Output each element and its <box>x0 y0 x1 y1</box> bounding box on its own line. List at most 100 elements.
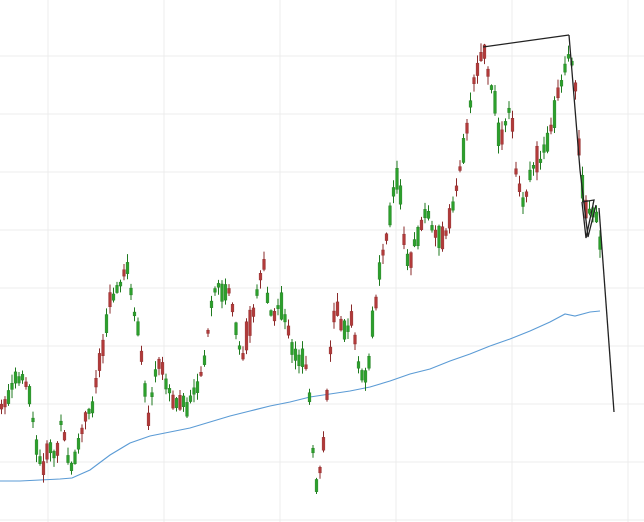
candle-up <box>363 370 368 383</box>
candle-up <box>234 322 238 335</box>
candle-up <box>87 408 91 414</box>
candle-up <box>283 314 287 323</box>
candle-up <box>181 395 186 407</box>
candle-up <box>360 370 364 381</box>
candle-up <box>507 107 511 113</box>
candle-up <box>153 369 158 377</box>
candle-up <box>213 288 217 293</box>
candle-down <box>472 77 476 84</box>
candle-up <box>38 456 42 464</box>
candle-down <box>272 310 277 322</box>
candle-down <box>248 309 252 336</box>
candle-up <box>195 381 200 393</box>
candle-up <box>489 85 494 90</box>
candle-up <box>220 283 224 302</box>
candle-down <box>328 346 333 355</box>
moving-average-line <box>0 310 601 482</box>
candle-up <box>563 63 567 73</box>
candle-up <box>496 122 501 146</box>
candle-down <box>514 168 518 175</box>
candle-down <box>146 412 151 426</box>
candle-up <box>143 383 147 397</box>
candle-down <box>447 208 452 229</box>
candle-up <box>223 284 228 301</box>
candle-down <box>286 325 291 336</box>
candle-up <box>307 392 312 403</box>
candle-down <box>535 145 539 173</box>
candle-up <box>416 227 420 247</box>
candle-down <box>479 52 483 62</box>
candle-up <box>423 209 427 219</box>
candle-down <box>199 371 203 376</box>
candle-down <box>440 226 445 250</box>
candle-up <box>269 310 273 316</box>
candle-up <box>538 158 543 163</box>
candle-up <box>388 205 392 226</box>
candle-up <box>300 348 305 367</box>
candle-up <box>391 187 396 197</box>
candle-down <box>321 437 326 451</box>
drop-line <box>568 34 597 238</box>
candle-down <box>171 394 175 409</box>
candle-up <box>552 100 557 128</box>
candle-up <box>377 262 382 280</box>
candle-up <box>192 387 196 395</box>
candle-up <box>468 100 473 108</box>
candle-down <box>227 288 231 294</box>
candle-down <box>62 432 67 441</box>
candle-down <box>419 219 424 230</box>
candle-up <box>528 169 532 181</box>
candle-up <box>265 292 270 303</box>
candle-down <box>230 304 235 313</box>
candle-down <box>258 273 263 281</box>
candle-up <box>6 390 11 404</box>
candle-up <box>430 225 434 231</box>
candle-up <box>426 211 431 219</box>
candle-up <box>398 185 403 205</box>
candle-up <box>27 386 32 405</box>
candle-up <box>69 462 74 471</box>
candle-down <box>0 403 4 410</box>
candle-up <box>493 91 497 114</box>
candle-up <box>587 208 592 214</box>
candle-up <box>17 376 21 384</box>
candle-up <box>118 281 123 287</box>
candle-down <box>160 362 165 375</box>
candle-down <box>500 129 504 145</box>
candle-up <box>290 342 294 355</box>
candle-up <box>531 165 536 169</box>
candle-down <box>139 350 144 362</box>
candle-down <box>482 44 487 59</box>
candle-up <box>594 211 599 223</box>
candle-down <box>524 191 529 197</box>
candle-down <box>101 339 105 356</box>
candle-down <box>244 321 249 351</box>
candle-down <box>157 358 161 369</box>
top-trendline <box>482 34 570 48</box>
candle-down <box>241 353 245 360</box>
candle-up <box>297 354 301 367</box>
candle-down <box>3 399 7 408</box>
candle-down <box>549 124 553 132</box>
candle-up <box>342 320 347 340</box>
candle-up <box>356 361 361 369</box>
candle-up <box>164 378 168 390</box>
candle-up <box>255 289 259 296</box>
candle-down <box>45 443 49 460</box>
candle-down <box>178 395 182 410</box>
candle-down <box>353 334 357 345</box>
candle-up <box>174 398 179 408</box>
candle-down <box>486 68 490 77</box>
candle-down <box>454 185 459 191</box>
candle-down <box>97 353 102 371</box>
candle-up <box>545 132 550 152</box>
candle-up <box>216 283 221 288</box>
candle-down <box>108 292 112 308</box>
candle-down <box>433 229 438 238</box>
candle-down <box>262 259 266 270</box>
candle-up <box>461 138 466 163</box>
candle-up <box>136 321 140 336</box>
candle-up <box>167 388 172 394</box>
moving-average <box>0 310 601 482</box>
